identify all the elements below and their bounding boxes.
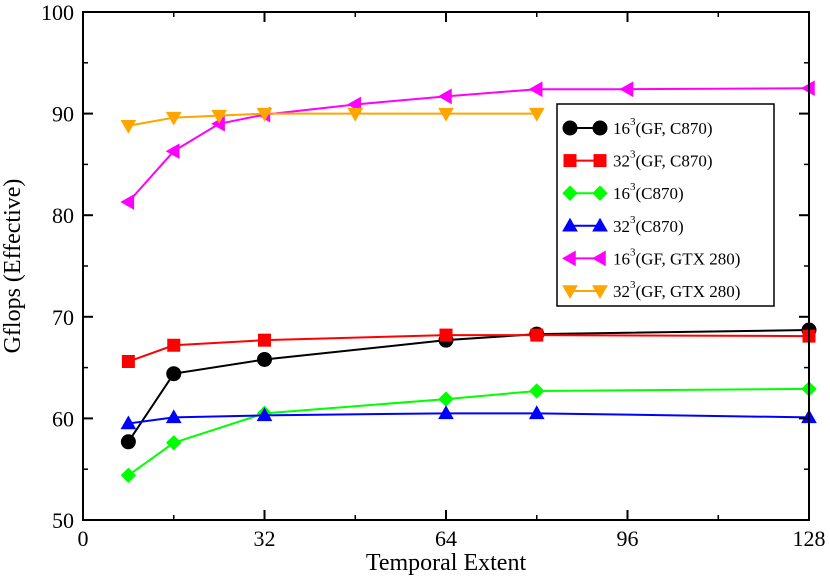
legend-box bbox=[556, 103, 775, 307]
legend-entry: 163(GF, GTX 280) bbox=[561, 246, 740, 268]
series-line bbox=[127, 387, 810, 477]
y-tick-label: 100 bbox=[41, 0, 74, 25]
legend-entry: 323(C870) bbox=[562, 214, 684, 236]
data-point bbox=[120, 120, 137, 134]
x-tick-label: 96 bbox=[617, 526, 639, 551]
legend-marker bbox=[562, 217, 578, 232]
legend-marker bbox=[563, 154, 577, 168]
legend-marker bbox=[591, 250, 606, 267]
data-point bbox=[529, 383, 545, 399]
data-point bbox=[438, 107, 454, 122]
y-tick-label: 70 bbox=[52, 305, 74, 330]
y-axis-title: Gflops (Effective) bbox=[0, 179, 26, 354]
series-line bbox=[128, 334, 810, 363]
legend-entry: 163(GF, C870) bbox=[562, 116, 713, 138]
data-point bbox=[437, 88, 452, 105]
data-point bbox=[438, 391, 454, 407]
series-line bbox=[128, 412, 810, 425]
legend-entry: 323(GF, C870) bbox=[563, 149, 713, 171]
data-point bbox=[167, 338, 181, 352]
data-point bbox=[619, 81, 634, 98]
data-point bbox=[120, 415, 137, 430]
y-tick-label: 60 bbox=[52, 406, 74, 431]
legend-label: 323(GF, C870) bbox=[613, 149, 713, 171]
legend-marker bbox=[592, 285, 608, 300]
series-line bbox=[127, 329, 810, 443]
legend-label: 163(GF, C870) bbox=[613, 116, 713, 138]
data-point bbox=[120, 194, 135, 210]
data-point bbox=[439, 328, 453, 342]
data-point bbox=[256, 107, 273, 122]
y-tick-label: 50 bbox=[52, 508, 74, 533]
legend-entry: 163(C870) bbox=[562, 181, 684, 203]
x-tick-label: 32 bbox=[254, 526, 276, 551]
series-4 bbox=[120, 405, 817, 430]
data-point bbox=[121, 355, 135, 369]
legend-label: 323(C870) bbox=[613, 214, 684, 236]
data-point bbox=[528, 405, 545, 420]
data-point bbox=[256, 407, 273, 422]
y-tick-label: 90 bbox=[52, 102, 74, 127]
legend-marker bbox=[592, 120, 608, 136]
x-tick-label: 0 bbox=[78, 526, 89, 551]
legend-marker bbox=[592, 185, 608, 201]
data-point bbox=[166, 435, 182, 451]
legend-label: 163(C870) bbox=[613, 181, 684, 203]
legend-label: 323(GF, GTX 280) bbox=[613, 279, 740, 301]
x-tick-label: 128 bbox=[793, 526, 826, 551]
series-layer bbox=[120, 80, 817, 484]
data-point bbox=[257, 351, 272, 367]
data-point bbox=[258, 333, 271, 347]
legend-marker bbox=[562, 285, 578, 300]
data-point bbox=[438, 405, 454, 420]
tick-layer: 0 32 64 96 128 50 60 70 80 90 100 bbox=[41, 0, 826, 551]
data-point bbox=[120, 467, 137, 484]
data-point bbox=[528, 107, 545, 122]
legend: 163(GF, C870) 323(GF, C870) 163(C870) 323(C… bbox=[556, 103, 775, 307]
legend-marker bbox=[562, 120, 578, 136]
data-point bbox=[530, 328, 544, 342]
series-3 bbox=[120, 381, 817, 484]
data-point bbox=[165, 409, 182, 424]
legend-marker bbox=[593, 154, 607, 168]
legend-marker bbox=[561, 250, 576, 267]
data-point bbox=[347, 107, 364, 122]
data-point bbox=[165, 143, 180, 160]
data-point bbox=[120, 434, 136, 450]
series-5 bbox=[120, 80, 815, 210]
data-point bbox=[166, 366, 182, 382]
y-tick-label: 80 bbox=[52, 203, 74, 228]
data-point bbox=[211, 109, 227, 124]
data-point bbox=[528, 81, 543, 98]
legend-entry: 323(GF, GTX 280) bbox=[562, 279, 740, 301]
legend-label: 163(GF, GTX 280) bbox=[613, 246, 740, 268]
x-axis-title: Temporal Extent bbox=[366, 550, 527, 576]
data-point bbox=[165, 111, 182, 126]
x-tick-label: 64 bbox=[435, 526, 457, 551]
legend-marker bbox=[562, 185, 578, 201]
legend-marker bbox=[592, 217, 608, 232]
series-2 bbox=[121, 328, 816, 369]
series-line bbox=[128, 112, 537, 127]
series-6 bbox=[120, 107, 545, 134]
